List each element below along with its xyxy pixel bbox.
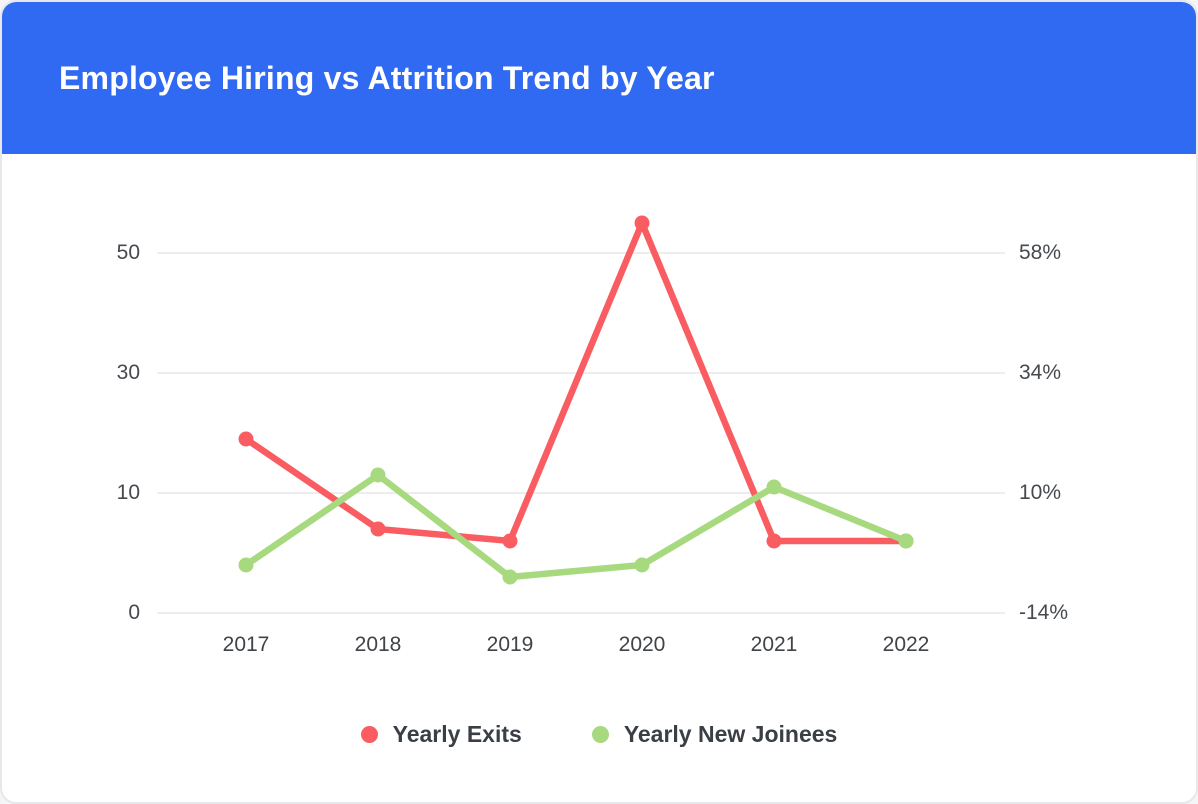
yearly-new-joinees-point-2017[interactable]: [238, 557, 254, 573]
right-axis-tick-10: 10%: [1019, 481, 1062, 504]
yearly-exits-legend-dot-icon: [360, 725, 378, 743]
right-axis-tick-58: 58%: [1019, 241, 1062, 264]
yearly-exits-point-2020[interactable]: [634, 215, 650, 231]
yearly-exits-point-2018[interactable]: [370, 521, 386, 537]
legend-label: Yearly Exits: [392, 720, 522, 747]
left-axis-tick-30: 30: [116, 361, 140, 384]
x-axis-label-2021: 2021: [750, 633, 798, 656]
x-axis-label-2017: 2017: [222, 633, 270, 656]
x-axis-label-2019: 2019: [486, 633, 534, 656]
legend-item-yearly-new-joinees[interactable]: Yearly New Joinees: [591, 720, 838, 748]
yearly-new-joinees-point-2022[interactable]: [898, 533, 914, 549]
yearly-new-joinees-point-2019[interactable]: [502, 569, 518, 585]
right-axis-tick-14: -14%: [1019, 601, 1069, 624]
yearly-exits-point-2017[interactable]: [238, 431, 254, 447]
left-axis-tick-0: 0: [128, 601, 140, 624]
x-axis-label-2018: 2018: [354, 633, 402, 656]
yearly-new-joinees-point-2018[interactable]: [370, 467, 386, 483]
yearly-new-joinees-point-2020[interactable]: [634, 557, 650, 573]
chart-title: Employee Hiring vs Attrition Trend by Ye…: [59, 59, 715, 96]
chart-legend: Yearly Exits Yearly New Joinees: [2, 714, 1196, 754]
yearly-exits-point-2021[interactable]: [766, 533, 782, 549]
left-axis-tick-50: 50: [116, 241, 140, 264]
legend-label: Yearly New Joinees: [623, 720, 838, 747]
left-axis-tick-10: 10: [116, 481, 140, 504]
x-axis-label-2022: 2022: [882, 633, 930, 656]
yearly-new-joinees-point-2021[interactable]: [766, 479, 782, 495]
yearly-exits-point-2019[interactable]: [502, 533, 518, 549]
yearly-exits-line: [242, 219, 910, 545]
yearly-new-joinees-legend-dot-icon: [591, 725, 609, 743]
right-axis-tick-34: 34%: [1019, 361, 1062, 384]
legend-item-yearly-exits[interactable]: Yearly Exits: [360, 720, 522, 748]
chart-header: Employee Hiring vs Attrition Trend by Ye…: [2, 2, 1196, 154]
yearly-new-joinees-line: [242, 471, 910, 581]
x-axis-label-2020: 2020: [618, 633, 666, 656]
